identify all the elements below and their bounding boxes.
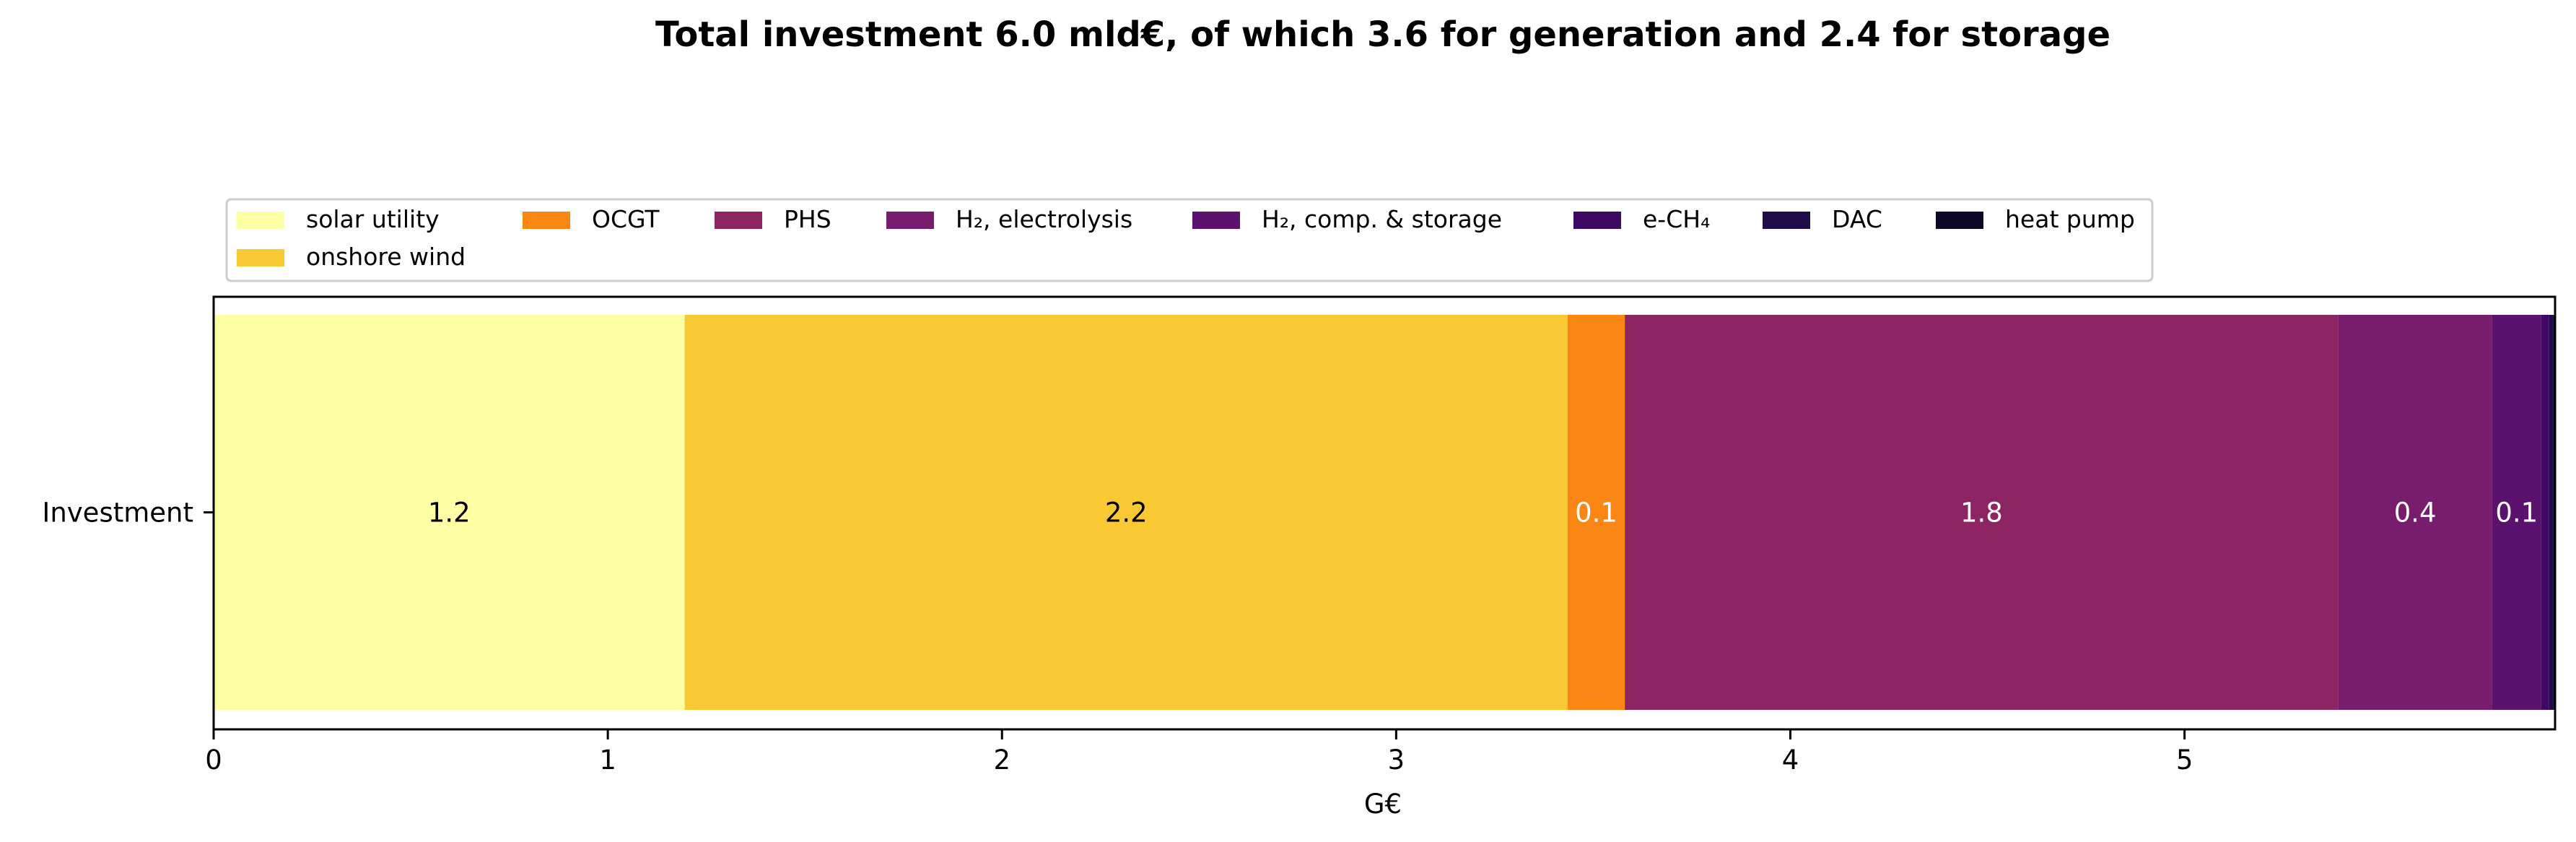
legend-entry-h-electrolysis-4: H₂, electrolysis bbox=[886, 205, 1132, 233]
legend-swatch-ocgt-2 bbox=[523, 212, 570, 229]
legend-entry-ocgt-2: OCGT bbox=[523, 205, 660, 233]
y-axis-ticks: Investment bbox=[42, 498, 214, 529]
bar-labels: 1.2 2.2 0.1 1.8 0.4 0.1 bbox=[428, 498, 2538, 529]
bar-segment-dac-7 bbox=[2549, 315, 2554, 710]
legend-entry-e-ch-6: e-CH₄ bbox=[1573, 205, 1710, 233]
bar-segment-h-electrolysis-4 bbox=[2338, 315, 2492, 710]
bar-segment-ocgt-2 bbox=[1567, 315, 1625, 710]
legend-label-dac-7: DAC bbox=[1832, 205, 1882, 233]
legend-entry-h-comp-storage-5: H₂, comp. & storage bbox=[1192, 205, 1502, 233]
legend: solar utility onshore wind OCGT PHS H₂, elec… bbox=[225, 198, 2154, 282]
y-tick-label-0: Investment bbox=[42, 498, 193, 529]
bar-segment-onshore-wind-1 bbox=[684, 315, 1568, 710]
x-tick-label-1: 1 bbox=[599, 745, 616, 776]
bars bbox=[214, 315, 2555, 710]
legend-swatch-phs-3 bbox=[715, 212, 762, 229]
bar-segment-solar-utility-0 bbox=[214, 315, 685, 710]
bar-segment-e-ch-6 bbox=[2541, 315, 2549, 710]
legend-swatch-solar-utility-0 bbox=[237, 212, 284, 229]
bar-label-h-electrolysis-4: 0.4 bbox=[2394, 498, 2437, 529]
legend-swatch-h-comp-storage-5 bbox=[1192, 212, 1240, 229]
x-axis-label: G€ bbox=[1364, 789, 1402, 820]
x-tick-label-3: 3 bbox=[1388, 745, 1405, 776]
bar-label-phs-3: 1.8 bbox=[1960, 498, 2003, 529]
legend-label-h-comp-storage-5: H₂, comp. & storage bbox=[1262, 205, 1502, 233]
legend-label-heat-pump-8: heat pump bbox=[2005, 205, 2135, 233]
x-axis-ticks: 0 1 2 3 4 5 bbox=[205, 729, 2193, 776]
legend-swatch-heat-pump-8 bbox=[1936, 212, 1983, 229]
legend-entry-phs-3: PHS bbox=[715, 205, 831, 233]
legend-label-phs-3: PHS bbox=[784, 205, 831, 233]
x-tick-label-2: 2 bbox=[993, 745, 1010, 776]
bar-label-solar-utility-0: 1.2 bbox=[428, 498, 471, 529]
chart-title: Total investment 6.0 mld€, of which 3.6 … bbox=[655, 14, 2110, 55]
x-tick-label-4: 4 bbox=[1782, 745, 1799, 776]
legend-label-solar-utility-0: solar utility bbox=[306, 205, 440, 233]
legend-swatch-dac-7 bbox=[1763, 212, 1810, 229]
x-tick-label-0: 0 bbox=[205, 745, 222, 776]
legend-entry-dac-7: DAC bbox=[1763, 205, 1882, 233]
legend-frame bbox=[225, 198, 2154, 282]
bar-label-h-comp-storage-5: 0.1 bbox=[2495, 498, 2538, 529]
legend-entry-solar-utility-0: solar utility bbox=[237, 205, 440, 233]
bar-segment-phs-3 bbox=[1625, 315, 2339, 710]
legend-label-onshore-wind-1: onshore wind bbox=[306, 243, 466, 271]
legend-label-ocgt-2: OCGT bbox=[592, 205, 660, 233]
bar-label-ocgt-2: 0.1 bbox=[1575, 498, 1617, 529]
bar-segment-h-comp-storage-5 bbox=[2492, 315, 2541, 710]
legend-swatch-e-ch-6 bbox=[1573, 212, 1621, 229]
legend-entry-heat-pump-8: heat pump bbox=[1936, 205, 2135, 233]
legend-swatch-h-electrolysis-4 bbox=[886, 212, 934, 229]
legend-entry-onshore-wind-1: onshore wind bbox=[237, 243, 466, 271]
legend-label-h-electrolysis-4: H₂, electrolysis bbox=[956, 205, 1132, 233]
x-tick-label-5: 5 bbox=[2176, 745, 2193, 776]
legend-swatch-onshore-wind-1 bbox=[237, 249, 284, 266]
legend-label-e-ch-6: e-CH₄ bbox=[1643, 205, 1710, 233]
bar-label-onshore-wind-1: 2.2 bbox=[1105, 498, 1148, 529]
